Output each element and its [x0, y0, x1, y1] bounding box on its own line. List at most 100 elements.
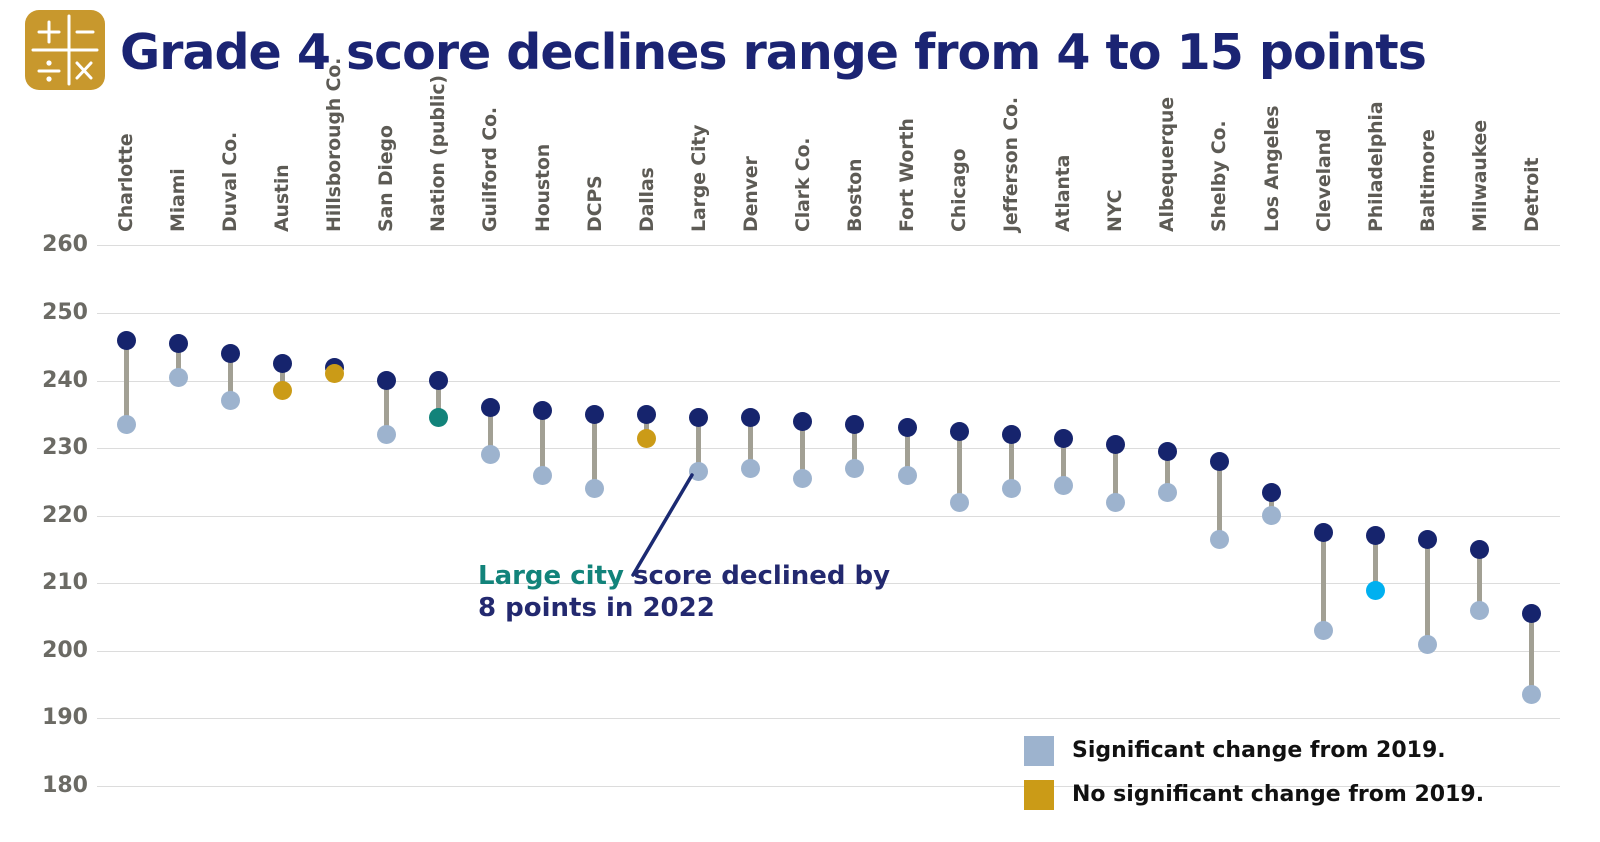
gridline-250 — [97, 313, 1560, 314]
dot-2019-nation-public — [428, 371, 448, 391]
dot-2022-san-diego — [376, 425, 396, 445]
legend-row-no-change: No significant change from 2019. — [1024, 780, 1584, 810]
category-label-guilford-co: Guilford Co. — [479, 107, 502, 232]
annotation-text: Large city score declined by 8 points in… — [478, 560, 890, 624]
dot-2019-dallas — [637, 404, 657, 424]
dot-2019-jefferson-co — [1001, 425, 1021, 445]
category-label-los-angeles: Los Angeles — [1260, 105, 1283, 232]
range-stem-dcps — [592, 414, 598, 489]
dot-2019-clark-co — [793, 411, 813, 431]
dot-2022-jefferson-co — [1001, 479, 1021, 499]
dot-2022-nyc — [1105, 492, 1125, 512]
dot-2022-cleveland — [1314, 621, 1334, 641]
dot-2022-shelby-co — [1209, 529, 1229, 549]
legend-label-no-change: No significant change from 2019. — [1072, 782, 1485, 807]
category-label-austin: Austin — [271, 164, 294, 232]
dot-2019-san-diego — [376, 371, 396, 391]
legend: Significant change from 2019. No signifi… — [1024, 736, 1584, 824]
dot-2019-austin — [272, 354, 292, 374]
range-stem-baltimore — [1425, 539, 1431, 645]
category-label-cleveland: Cleveland — [1312, 128, 1335, 232]
dot-2019-large-city — [689, 408, 709, 428]
category-label-nyc: NYC — [1104, 189, 1127, 232]
dot-2022-denver — [741, 458, 761, 478]
legend-label-significant: Significant change from 2019. — [1072, 738, 1446, 763]
y-axis-tick-210: 210 — [42, 570, 88, 596]
gridline-200 — [97, 650, 1560, 652]
category-label-houston: Houston — [531, 143, 554, 232]
category-label-fort-worth: Fort Worth — [896, 118, 919, 232]
range-stem-nation-public — [435, 380, 441, 418]
category-label-detroit: Detroit — [1520, 157, 1543, 232]
dot-2022-chicago — [949, 492, 969, 512]
gridline-190 — [97, 718, 1560, 720]
dot-2022-large-city — [689, 462, 709, 482]
category-label-shelby-co: Shelby Co. — [1208, 120, 1231, 232]
dot-2022-dallas — [637, 428, 657, 448]
category-label-nation-public: Nation (public) — [427, 75, 450, 232]
dot-2019-fort-worth — [897, 418, 917, 438]
category-label-baltimore: Baltimore — [1416, 129, 1439, 232]
category-label-hillsborough-co: Hillsborough Co. — [323, 57, 346, 232]
category-label-albequerque: Albequerque — [1156, 97, 1179, 232]
dot-2022-los-angeles — [1262, 506, 1282, 526]
y-axis-tick-180: 180 — [42, 772, 88, 798]
dot-2022-hillsborough-co — [324, 364, 344, 384]
range-stem-shelby-co — [1216, 461, 1222, 540]
dot-2022-boston — [845, 458, 865, 478]
range-stem-austin — [279, 363, 285, 391]
dot-2019-boston — [845, 414, 865, 434]
dot-2019-guilford-co — [480, 398, 500, 418]
gridline-260 — [97, 245, 1560, 247]
dot-2019-atlanta — [1053, 428, 1073, 448]
y-axis-tick-190: 190 — [42, 705, 88, 731]
category-label-clark-co: Clark Co. — [791, 137, 814, 232]
category-label-large-city: Large City — [687, 124, 710, 232]
gridline-210 — [97, 583, 1560, 585]
y-axis-tick-240: 240 — [42, 367, 88, 393]
range-stem-miami — [175, 343, 181, 378]
category-label-milwaukee: Milwaukee — [1468, 120, 1491, 232]
dot-2022-baltimore — [1418, 634, 1438, 654]
category-label-charlotte: Charlotte — [115, 133, 137, 232]
dot-2019-charlotte — [116, 330, 136, 350]
category-label-dcps: DCPS — [583, 175, 606, 232]
dot-2019-baltimore — [1418, 529, 1438, 549]
range-stem-los-angeles — [1269, 492, 1275, 516]
dot-2019-milwaukee — [1470, 539, 1490, 559]
gridline-230 — [97, 448, 1560, 450]
dot-2022-houston — [533, 465, 553, 485]
dot-2022-albequerque — [1157, 482, 1177, 502]
range-stem-milwaukee — [1477, 549, 1483, 611]
range-stem-fort-worth — [904, 427, 910, 476]
category-label-jefferson-co: Jefferson Co. — [1000, 97, 1023, 232]
range-stem-detroit — [1529, 613, 1535, 695]
chart-title: Grade 4 score declines range from 4 to 1… — [120, 24, 1427, 81]
dot-2019-shelby-co — [1209, 452, 1229, 472]
dot-2022-clark-co — [793, 469, 813, 489]
range-stem-nyc — [1112, 444, 1118, 503]
category-label-miami: Miami — [167, 168, 190, 232]
range-stem-atlanta — [1060, 438, 1066, 486]
dot-2019-philadelphia — [1366, 526, 1386, 546]
range-stem-philadelphia — [1373, 535, 1379, 591]
dot-2022-guilford-co — [480, 445, 500, 465]
significant-change-swatch — [1024, 736, 1054, 766]
dot-2019-denver — [741, 408, 761, 428]
range-stem-guilford-co — [487, 407, 493, 455]
range-stem-chicago — [956, 431, 962, 503]
dot-2022-dcps — [585, 479, 605, 499]
dot-2022-austin — [272, 381, 292, 401]
category-label-denver: Denver — [739, 156, 762, 232]
dot-2022-milwaukee — [1470, 600, 1490, 620]
range-stem-boston — [852, 424, 858, 469]
dot-2022-nation-public — [428, 408, 448, 428]
range-stem-denver — [748, 417, 754, 469]
y-axis-tick-250: 250 — [42, 300, 88, 325]
dot-2019-los-angeles — [1262, 482, 1282, 502]
dot-2022-detroit — [1522, 685, 1542, 705]
dot-2019-miami — [168, 333, 188, 353]
math-operations-icon-glyph — [31, 14, 99, 86]
